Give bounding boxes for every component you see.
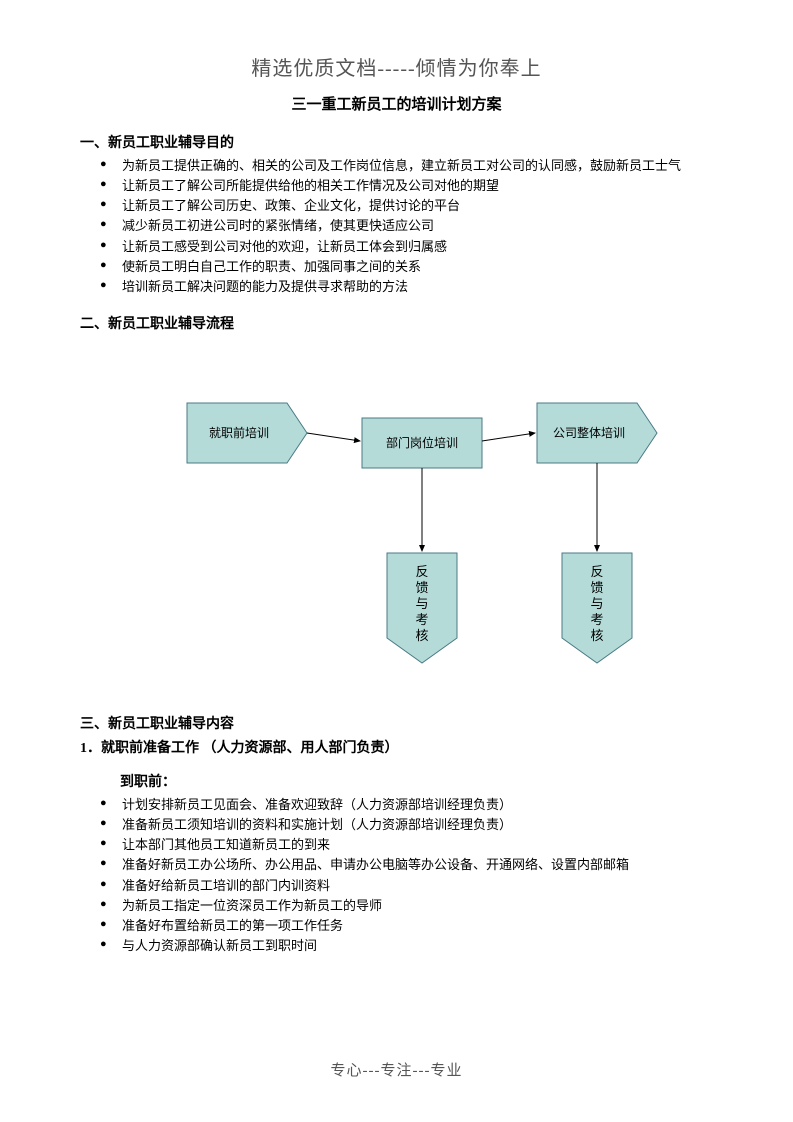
flowchart-svg: 就职前培训 部门岗位培训 公司整体培训 反 馈 与 考 核 反 馈 与 考 核	[117, 363, 677, 693]
document-title: 三一重工新员工的培训计划方案	[80, 93, 713, 114]
edge	[307, 433, 360, 441]
list-item: 与人力资源部确认新员工到职时间	[106, 936, 713, 956]
node-label: 部门岗位培训	[385, 435, 457, 450]
section1-list: 为新员工提供正确的、相关的公司及工作岗位信息，建立新员工对公司的认同感，鼓励新员…	[80, 156, 713, 297]
page-footer: 专心---专注---专业	[0, 1059, 793, 1080]
list-item: 准备好新员工办公场所、办公用品、申请办公电脑等办公设备、开通网络、设置内部邮箱	[106, 855, 713, 875]
edge	[482, 433, 535, 441]
node-label-char: 考	[415, 612, 428, 627]
section3-sub2: 到职前：	[80, 771, 713, 791]
node-label: 就职前培训	[208, 425, 268, 440]
node-label-char: 与	[415, 596, 428, 611]
list-item: 准备新员工须知培训的资料和实施计划（人力资源部培训经理负责）	[106, 815, 713, 835]
list-item: 准备好给新员工培训的部门内训资料	[106, 876, 713, 896]
node-label-char: 反	[590, 564, 603, 579]
list-item: 为新员工提供正确的、相关的公司及工作岗位信息，建立新员工对公司的认同感，鼓励新员…	[106, 156, 713, 176]
list-item: 为新员工指定一位资深员工作为新员工的导师	[106, 896, 713, 916]
list-item: 减少新员工初进公司时的紧张情绪，使其更快适应公司	[106, 216, 713, 236]
section3-list: 计划安排新员工见面会、准备欢迎致辞（人力资源部培训经理负责） 准备新员工须知培训…	[80, 795, 713, 956]
node-label-char: 考	[590, 612, 603, 627]
section2-heading: 二、新员工职业辅导流程	[80, 313, 713, 333]
node-label-char: 核	[590, 628, 603, 643]
list-item: 让新员工了解公司所能提供给他的相关工作情况及公司对他的期望	[106, 176, 713, 196]
section1-heading: 一、新员工职业辅导目的	[80, 132, 713, 152]
flowchart-diagram: 就职前培训 部门岗位培训 公司整体培训 反 馈 与 考 核 反 馈 与 考 核	[117, 363, 677, 693]
node-label-char: 馈	[590, 580, 603, 595]
list-item: 让新员工了解公司历史、政策、企业文化，提供讨论的平台	[106, 196, 713, 216]
list-item: 准备好布置给新员工的第一项工作任务	[106, 916, 713, 936]
node-label-char: 馈	[415, 580, 428, 595]
node-label-char: 核	[415, 628, 428, 643]
node-label: 公司整体培训	[552, 425, 624, 440]
section3-heading: 三、新员工职业辅导内容	[80, 713, 713, 733]
list-item: 计划安排新员工见面会、准备欢迎致辞（人力资源部培训经理负责）	[106, 795, 713, 815]
page-header: 精选优质文档-----倾情为你奉上	[80, 52, 713, 81]
node-label-char: 与	[590, 596, 603, 611]
section3-sub1: 1．就职前准备工作 （人力资源部、用人部门负责）	[80, 737, 713, 757]
node-label-char: 反	[415, 564, 428, 579]
list-item: 让本部门其他员工知道新员工的到来	[106, 835, 713, 855]
list-item: 让新员工感受到公司对他的欢迎，让新员工体会到归属感	[106, 237, 713, 257]
list-item: 使新员工明白自己工作的职责、加强同事之间的关系	[106, 257, 713, 277]
list-item: 培训新员工解决问题的能力及提供寻求帮助的方法	[106, 277, 713, 297]
